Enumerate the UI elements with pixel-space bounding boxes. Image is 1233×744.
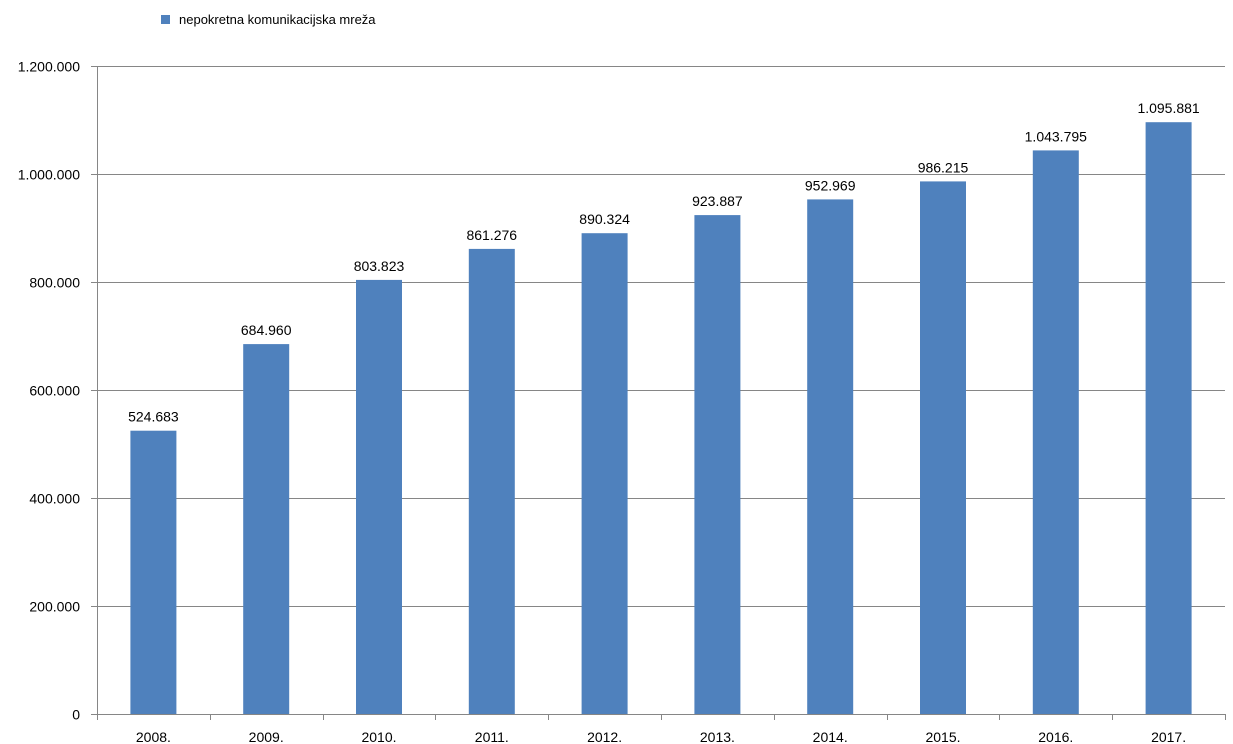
data-label: 923.887	[692, 193, 743, 209]
data-label: 890.324	[579, 211, 630, 227]
y-tick-label: 1.200.000	[18, 59, 80, 75]
bar	[1032, 150, 1079, 714]
data-label: 524.683	[128, 409, 179, 425]
data-label: 803.823	[354, 258, 405, 274]
y-tick-label: 800.000	[29, 275, 80, 291]
data-label: 684.960	[241, 322, 292, 338]
labels: 0 200.000 400.000 600.000 800.000 1.000.000 1.…	[18, 59, 1200, 744]
bar	[581, 233, 628, 714]
data-label: 952.969	[805, 177, 856, 193]
y-tick-label: 600.000	[29, 383, 80, 399]
y-tick-label: 1.000.000	[18, 167, 80, 183]
bar	[1145, 122, 1192, 714]
bar-series	[130, 122, 1192, 714]
bar	[694, 215, 741, 714]
x-tick-label: 2015.	[925, 729, 960, 744]
y-tick-label: 200.000	[29, 599, 80, 615]
data-label: 1.095.881	[1137, 100, 1199, 116]
x-tick-label: 2011.	[475, 729, 509, 744]
x-tick-label: 2013.	[700, 729, 735, 744]
legend-swatch	[161, 15, 170, 24]
x-tick-label: 2008.	[136, 729, 171, 744]
legend-label: nepokretna komunikacijska mreža	[179, 12, 376, 27]
y-tick-label: 400.000	[29, 491, 80, 507]
data-label: 1.043.795	[1025, 128, 1087, 144]
bar	[468, 248, 515, 714]
x-tick-label: 2010.	[361, 729, 396, 744]
chart-legend: nepokretna komunikacijska mreža	[161, 12, 376, 27]
data-label: 861.276	[466, 227, 517, 243]
x-tick-label: 2017.	[1151, 729, 1186, 744]
y-tick-label: 0	[72, 707, 80, 723]
axes	[97, 66, 1226, 720]
bar	[243, 344, 290, 714]
bar	[356, 279, 402, 714]
x-tick-label: 2014.	[813, 729, 848, 744]
bar	[130, 430, 177, 714]
x-tick-label: 2009.	[249, 729, 284, 744]
x-tick-label: 2012.	[587, 729, 622, 744]
data-label: 986.215	[918, 159, 969, 175]
bar	[920, 181, 966, 714]
bar	[807, 199, 854, 714]
x-tick-label: 2016.	[1038, 729, 1073, 744]
